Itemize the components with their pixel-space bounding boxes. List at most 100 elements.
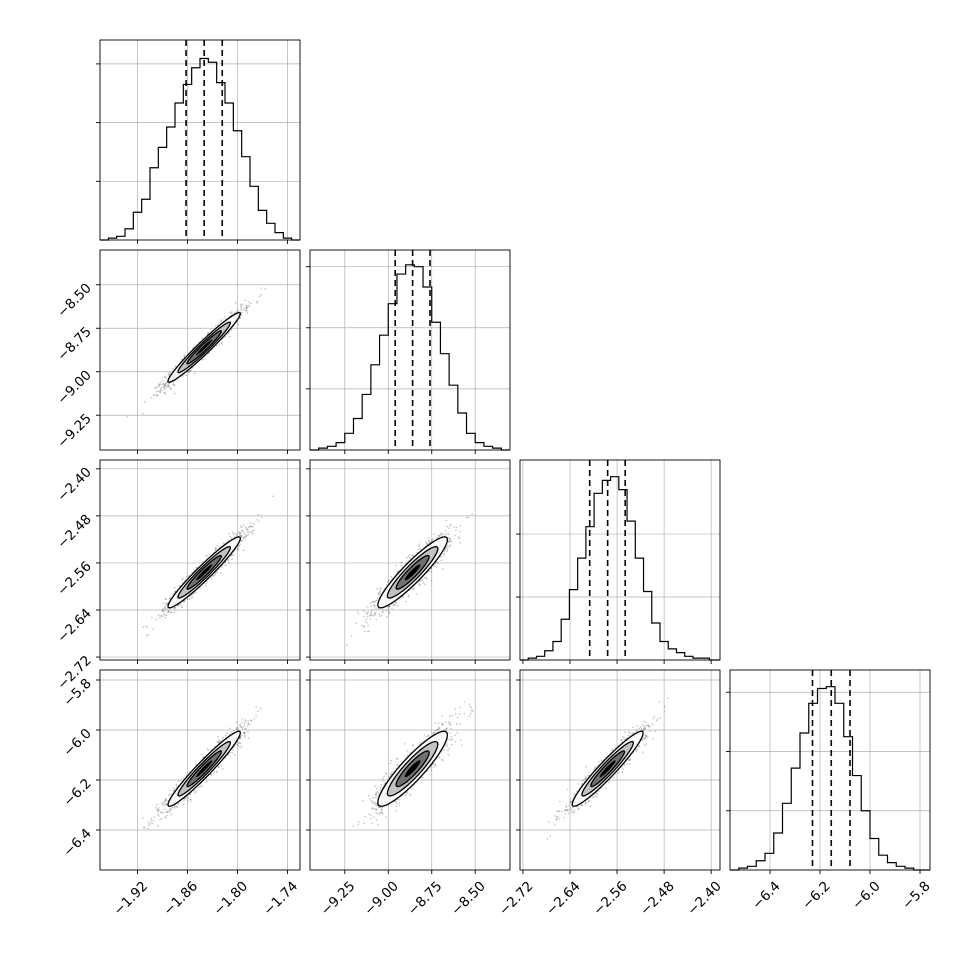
- sample-point: [187, 796, 190, 799]
- sample-point: [241, 312, 243, 314]
- sample-point: [196, 566, 198, 569]
- sample-point: [240, 539, 243, 542]
- sample-point: [251, 533, 254, 535]
- sample-point: [264, 287, 266, 290]
- sample-point: [165, 799, 168, 801]
- sample-point: [165, 597, 167, 600]
- sample-point: [367, 624, 370, 627]
- sample-point: [425, 577, 427, 579]
- sample-point: [241, 717, 244, 720]
- sample-point: [447, 533, 450, 536]
- sample-point: [189, 793, 192, 796]
- sample-point: [424, 576, 426, 579]
- sample-point: [447, 546, 449, 549]
- sample-point: [173, 611, 175, 614]
- sample-point: [459, 530, 462, 533]
- sample-point: [395, 601, 398, 604]
- sample-point: [373, 604, 376, 607]
- sample-point: [443, 554, 445, 556]
- sample-point: [188, 598, 191, 600]
- histogram-1: [310, 264, 510, 451]
- sample-point: [165, 603, 168, 606]
- sample-point: [375, 618, 378, 621]
- sample-point: [160, 386, 163, 389]
- sample-point: [427, 539, 430, 542]
- sample-point: [388, 605, 391, 608]
- sample-point: [168, 371, 171, 374]
- sample-point: [173, 805, 176, 807]
- sample-point: [155, 803, 158, 806]
- sample-point: [449, 524, 451, 527]
- sample-point: [217, 741, 220, 744]
- sample-point: [245, 527, 248, 530]
- sample-point: [170, 813, 172, 816]
- sample-point: [433, 565, 435, 568]
- sample-point: [362, 625, 365, 628]
- sample-point: [467, 516, 470, 519]
- sample-point: [173, 607, 176, 610]
- sample-point: [195, 790, 198, 793]
- sample-point: [443, 550, 446, 553]
- sample-point: [223, 564, 225, 566]
- sample-point: [165, 376, 168, 379]
- sample-point: [355, 622, 358, 625]
- sample-point: [442, 532, 445, 535]
- sample-point: [440, 559, 442, 562]
- sample-point: [379, 594, 381, 596]
- sample-point: [407, 595, 410, 598]
- sample-point: [238, 533, 241, 536]
- sample-point: [249, 531, 252, 534]
- sample-point: [162, 383, 165, 386]
- sample-point: [394, 603, 397, 606]
- sample-point: [239, 735, 242, 738]
- sample-point: [162, 382, 165, 385]
- sample-point: [220, 764, 222, 767]
- sample-point: [377, 593, 380, 596]
- sample-point: [241, 727, 244, 730]
- sample-point: [391, 607, 393, 610]
- sample-point: [193, 372, 196, 375]
- sample-point: [156, 385, 159, 388]
- sample-point: [223, 315, 226, 318]
- sample-point: [210, 577, 213, 580]
- scatter-frame-0-1: [99, 249, 301, 451]
- sample-point: [237, 309, 240, 312]
- sample-point: [234, 532, 237, 535]
- sample-point: [187, 371, 190, 374]
- sample-point: [212, 575, 214, 577]
- sample-point: [449, 544, 452, 547]
- sample-point: [419, 548, 422, 551]
- sample-point: [428, 540, 431, 543]
- sample-point: [425, 543, 428, 545]
- sample-point: [161, 803, 164, 806]
- sample-point: [170, 793, 173, 796]
- sample-point: [426, 578, 428, 581]
- sample-point: [164, 798, 167, 801]
- sample-point: [405, 600, 407, 603]
- sample-point: [222, 736, 224, 739]
- sample-point: [458, 536, 460, 539]
- sample-point: [449, 538, 451, 541]
- sample-point: [150, 396, 153, 399]
- sample-point: [155, 390, 158, 393]
- sample-point: [181, 606, 183, 608]
- sample-point: [161, 379, 164, 382]
- sample-point: [412, 587, 415, 590]
- sample-point: [366, 630, 369, 633]
- sample-point: [239, 737, 242, 740]
- sample-point: [189, 370, 191, 372]
- sample-point: [441, 534, 444, 537]
- sample-point: [391, 577, 393, 580]
- sample-point: [387, 610, 390, 613]
- sample-point: [443, 552, 445, 555]
- sample-point: [174, 805, 177, 808]
- sample-point: [440, 532, 443, 534]
- sample-point: [168, 789, 171, 792]
- sample-point: [408, 556, 411, 559]
- sample-point: [393, 603, 395, 606]
- sample-point: [235, 534, 238, 536]
- sample-point: [365, 606, 368, 608]
- sample-point: [241, 721, 244, 724]
- sample-point: [377, 592, 380, 594]
